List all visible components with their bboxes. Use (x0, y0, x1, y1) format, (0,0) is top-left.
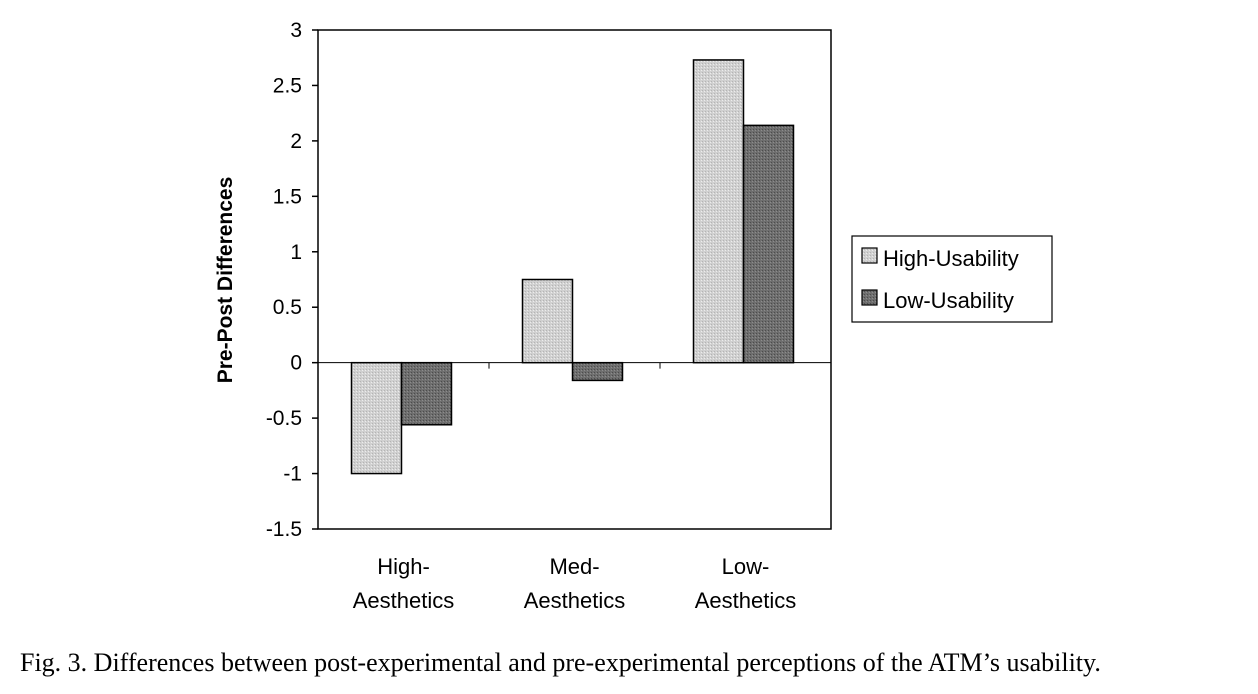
x-category-label-line: Low- (722, 554, 770, 579)
bars (350, 59, 795, 475)
y-tick-label: -0.5 (266, 407, 302, 430)
legend-label: Low-Usability (883, 288, 1014, 313)
y-tick-label: 1.5 (273, 185, 302, 208)
x-category-label-line: Aesthetics (695, 588, 797, 613)
y-axis-ticks: 3 2.5 2 1.5 1 0.5 0 -0.5 -1 -1.5 (266, 19, 318, 541)
y-tick-label: 0.5 (273, 296, 302, 319)
y-tick-label: 2.5 (273, 74, 302, 97)
bar-low-usability (571, 361, 624, 382)
legend-label: High-Usability (883, 246, 1019, 271)
y-tick-label: -1 (283, 463, 302, 486)
bar-chart: 32.521.510.50-0.5-1-1.5 High-AestheticsM… (214, 19, 1053, 613)
legend-box (851, 235, 1053, 323)
bar-high-usability (692, 59, 745, 364)
bar-low-usability (400, 361, 453, 426)
y-tick-label: 2 (290, 130, 302, 153)
figure-caption: Fig. 3. Differences between post-experim… (20, 648, 1101, 677)
x-category-label-line: High- (377, 554, 430, 579)
bar-high-usability (350, 361, 403, 475)
x-category-label-line: Med- (549, 554, 599, 579)
plot-frame (317, 29, 832, 530)
x-category-label-line: Aesthetics (353, 588, 455, 613)
y-tick-label: 1 (290, 241, 302, 264)
x-category-label: High- Aesthetics (353, 554, 455, 613)
x-category-label-line: Aesthetics (524, 588, 626, 613)
y-tick-label: -1.5 (266, 518, 302, 541)
x-category-label: Low- Aesthetics (695, 554, 797, 613)
legend-swatch (861, 289, 878, 306)
y-axis-label: Pre-Post Differences (214, 177, 237, 384)
x-axis-labels: High- Aesthetics Med- Aesthetics Low- Aesthet… (353, 554, 797, 613)
bar-low-usability (742, 124, 795, 364)
x-category-label: Med- Aesthetics (524, 554, 626, 613)
bar-high-usability (521, 278, 574, 364)
legend-swatch (861, 247, 878, 264)
y-tick-label: 0 (290, 352, 302, 375)
y-tick-label: 3 (290, 19, 302, 42)
legend: High-Usability Low-Usability (851, 235, 1053, 323)
